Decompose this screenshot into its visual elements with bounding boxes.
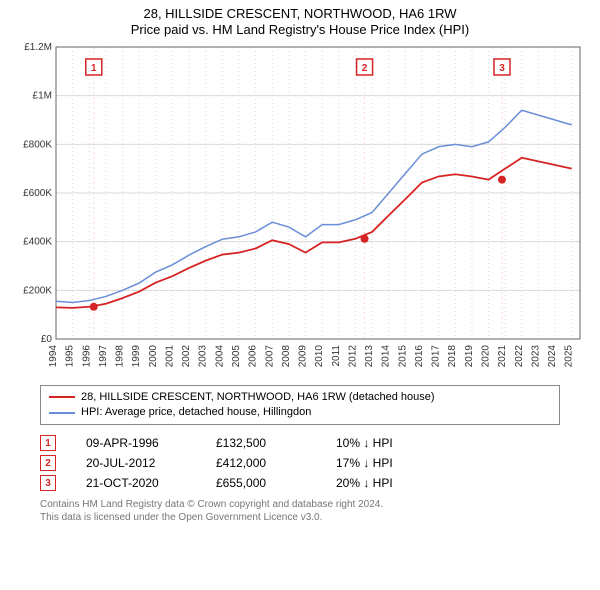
svg-text:2006: 2006 bbox=[248, 344, 259, 367]
sale-price: £132,500 bbox=[216, 436, 306, 450]
legend-label: 28, HILLSIDE CRESCENT, NORTHWOOD, HA6 1R… bbox=[81, 390, 435, 405]
svg-text:3: 3 bbox=[499, 63, 505, 74]
svg-text:£400K: £400K bbox=[23, 236, 52, 247]
sale-diff: 10% ↓ HPI bbox=[336, 436, 426, 450]
legend: 28, HILLSIDE CRESCENT, NORTHWOOD, HA6 1R… bbox=[40, 385, 560, 426]
sale-marker-icon: 2 bbox=[40, 455, 56, 471]
svg-text:2013: 2013 bbox=[364, 344, 375, 367]
svg-text:2003: 2003 bbox=[198, 344, 209, 367]
legend-swatch bbox=[49, 412, 75, 414]
svg-text:2024: 2024 bbox=[547, 344, 558, 367]
svg-text:1999: 1999 bbox=[131, 344, 142, 367]
legend-label: HPI: Average price, detached house, Hill… bbox=[81, 405, 311, 420]
sale-date: 21-OCT-2020 bbox=[86, 476, 186, 490]
legend-item: HPI: Average price, detached house, Hill… bbox=[49, 405, 551, 420]
title-subtitle: Price paid vs. HM Land Registry's House … bbox=[10, 22, 590, 38]
svg-text:1995: 1995 bbox=[65, 344, 76, 367]
svg-text:2001: 2001 bbox=[164, 344, 175, 367]
sale-date: 09-APR-1996 bbox=[86, 436, 186, 450]
title-address: 28, HILLSIDE CRESCENT, NORTHWOOD, HA6 1R… bbox=[10, 6, 590, 22]
svg-text:1996: 1996 bbox=[81, 344, 92, 367]
svg-text:1: 1 bbox=[91, 63, 97, 74]
sale-price: £655,000 bbox=[216, 476, 306, 490]
footer-line: This data is licensed under the Open Gov… bbox=[40, 512, 560, 525]
sale-marker-icon: 3 bbox=[40, 475, 56, 491]
svg-text:2011: 2011 bbox=[331, 344, 342, 366]
svg-text:2022: 2022 bbox=[514, 344, 525, 367]
footer-line: Contains HM Land Registry data © Crown c… bbox=[40, 499, 560, 512]
svg-text:2010: 2010 bbox=[314, 344, 325, 367]
svg-text:£200K: £200K bbox=[23, 285, 52, 296]
svg-text:£600K: £600K bbox=[23, 188, 52, 199]
sale-date: 20-JUL-2012 bbox=[86, 456, 186, 470]
titles: 28, HILLSIDE CRESCENT, NORTHWOOD, HA6 1R… bbox=[10, 6, 590, 39]
svg-text:1994: 1994 bbox=[48, 344, 59, 367]
svg-text:2015: 2015 bbox=[397, 344, 408, 367]
svg-text:1998: 1998 bbox=[115, 344, 126, 367]
sales-table: 1 09-APR-1996 £132,500 10% ↓ HPI 2 20-JU… bbox=[40, 433, 560, 493]
sale-row: 1 09-APR-1996 £132,500 10% ↓ HPI bbox=[40, 433, 560, 453]
svg-text:2008: 2008 bbox=[281, 344, 292, 367]
svg-text:2021: 2021 bbox=[497, 344, 508, 367]
svg-text:2007: 2007 bbox=[264, 344, 275, 367]
svg-text:£800K: £800K bbox=[23, 139, 52, 150]
svg-text:2000: 2000 bbox=[148, 344, 159, 367]
svg-text:2025: 2025 bbox=[564, 344, 575, 367]
svg-text:2012: 2012 bbox=[347, 344, 358, 367]
svg-text:2020: 2020 bbox=[481, 344, 492, 367]
svg-text:2014: 2014 bbox=[381, 344, 392, 367]
svg-text:2002: 2002 bbox=[181, 344, 192, 367]
svg-text:2009: 2009 bbox=[298, 344, 309, 367]
svg-text:2023: 2023 bbox=[530, 344, 541, 367]
svg-text:1997: 1997 bbox=[98, 344, 109, 367]
chart-container: 28, HILLSIDE CRESCENT, NORTHWOOD, HA6 1R… bbox=[0, 0, 600, 590]
svg-text:2016: 2016 bbox=[414, 344, 425, 367]
sale-row: 2 20-JUL-2012 £412,000 17% ↓ HPI bbox=[40, 453, 560, 473]
svg-text:2018: 2018 bbox=[447, 344, 458, 367]
svg-text:£1M: £1M bbox=[33, 90, 52, 101]
line-chart-svg: £0 £200K £400K £600K £800K £1M £1.2M 1994 1995 19… bbox=[10, 39, 590, 379]
svg-text:£1.2M: £1.2M bbox=[24, 42, 52, 53]
sale-diff: 20% ↓ HPI bbox=[336, 476, 426, 490]
legend-item: 28, HILLSIDE CRESCENT, NORTHWOOD, HA6 1R… bbox=[49, 390, 551, 405]
svg-text:£0: £0 bbox=[41, 334, 53, 345]
chart-area: £0 £200K £400K £600K £800K £1M £1.2M 1994 1995 19… bbox=[10, 39, 590, 379]
sale-marker-icon: 1 bbox=[40, 435, 56, 451]
legend-swatch bbox=[49, 396, 75, 398]
sale-diff: 17% ↓ HPI bbox=[336, 456, 426, 470]
sale-price: £412,000 bbox=[216, 456, 306, 470]
svg-text:2004: 2004 bbox=[214, 344, 225, 367]
svg-text:2005: 2005 bbox=[231, 344, 242, 367]
svg-text:2017: 2017 bbox=[431, 344, 442, 367]
svg-text:2019: 2019 bbox=[464, 344, 475, 367]
footer: Contains HM Land Registry data © Crown c… bbox=[40, 499, 560, 524]
sale-row: 3 21-OCT-2020 £655,000 20% ↓ HPI bbox=[40, 473, 560, 493]
svg-text:2: 2 bbox=[362, 63, 368, 74]
